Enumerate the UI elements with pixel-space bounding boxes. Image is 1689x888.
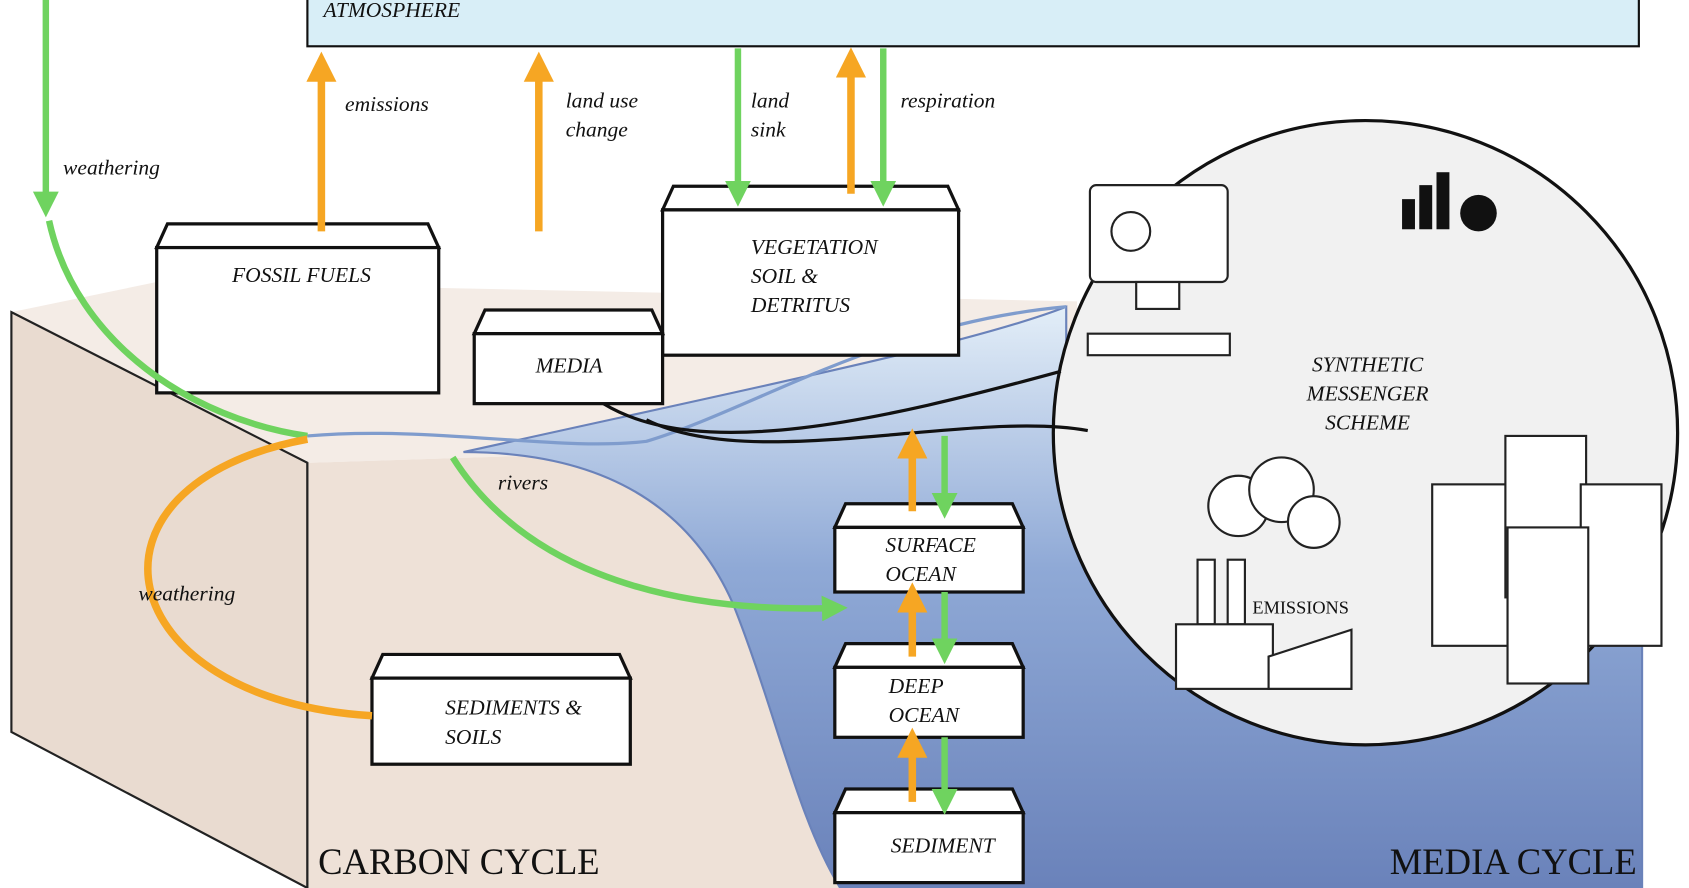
- box-top: [832, 642, 1026, 669]
- box-front: [833, 665, 1025, 739]
- media-link: [645, 418, 1089, 444]
- arrow-rivers: [449, 455, 848, 622]
- chart-icon: [1402, 172, 1497, 232]
- media-link: [602, 369, 1062, 434]
- box-top: [832, 502, 1026, 530]
- computer-icon: [1086, 184, 1231, 357]
- land-left-face: [10, 310, 309, 888]
- atmosphere-label: ATMOSPHERE: [322, 0, 461, 22]
- carbon-cycle-label: CARBON CYCLE: [318, 841, 599, 882]
- box-top: [660, 184, 962, 212]
- box-top: [369, 652, 633, 680]
- arrow-weathering-orange: [144, 435, 373, 720]
- box-label: DETRITUS: [750, 293, 850, 317]
- box-top: [154, 222, 442, 250]
- box-label: SOILS: [445, 725, 501, 749]
- box-front: [370, 676, 632, 766]
- scheme-emissions: EMISSIONS: [1252, 598, 1349, 618]
- flow-labels: emissions land use change land sink respirati…: [63, 89, 995, 606]
- box-label: SEDIMENT: [891, 833, 997, 857]
- flow-label: land use: [566, 89, 639, 113]
- weathering-green-curve: [45, 219, 308, 440]
- flow-label: change: [566, 118, 629, 142]
- box-label: FOSSIL FUELS: [231, 263, 371, 287]
- scheme-label: SYNTHETIC MESSENGER SCHEME: [1306, 352, 1429, 434]
- box-top: [471, 308, 666, 336]
- box-front: [660, 208, 961, 357]
- box-label: MEDIA: [535, 353, 604, 377]
- box-front: [833, 811, 1025, 885]
- atmosphere: [306, 0, 1640, 48]
- box-label: SEDIMENTS &: [445, 696, 582, 720]
- box-front: [155, 245, 441, 395]
- scheme-line: MESSENGER: [1306, 381, 1429, 405]
- flow-label: weathering: [138, 582, 235, 606]
- scheme-line: SYNTHETIC: [1312, 352, 1424, 376]
- flow-label: weathering: [63, 155, 160, 179]
- flow-label: rivers: [498, 471, 548, 495]
- media-cycle-label: MEDIA CYCLE: [1390, 841, 1637, 882]
- box-label: SOIL &: [751, 264, 818, 288]
- flow-label: land: [751, 89, 789, 113]
- box-label: VEGETATION: [751, 235, 879, 259]
- boxes: FOSSIL FUELS VEGETATION SOIL & DETRITUS MEDI…: [154, 184, 1026, 885]
- flow-label: respiration: [900, 89, 995, 113]
- flow-label: sink: [751, 118, 786, 142]
- box-top: [832, 787, 1026, 815]
- box-front: [833, 525, 1025, 594]
- flow-label: emissions: [345, 92, 429, 116]
- factory-icon: [1174, 558, 1353, 690]
- box-label: DEEP: [888, 674, 944, 698]
- cloud-icon: [1207, 456, 1341, 549]
- box-label: SURFACE: [885, 533, 975, 557]
- box-label: OCEAN: [885, 562, 957, 586]
- box-front: [472, 332, 665, 406]
- box-label: OCEAN: [889, 703, 961, 727]
- server-icon: [1431, 434, 1663, 685]
- scheme-line: SCHEME: [1325, 410, 1410, 434]
